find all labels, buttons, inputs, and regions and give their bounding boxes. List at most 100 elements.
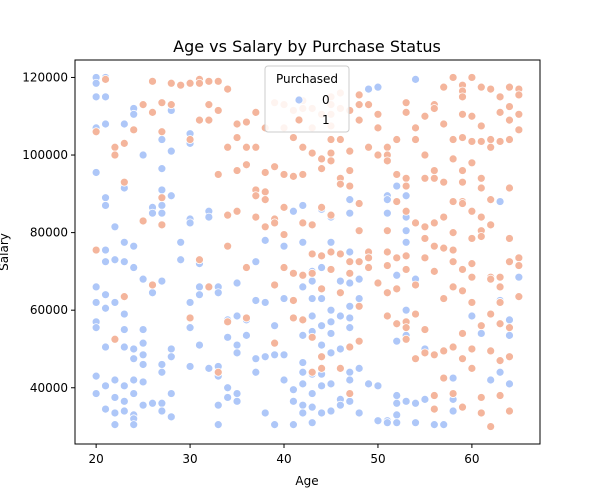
data-point-series-1 (307, 367, 317, 377)
data-point-series-1 (345, 257, 355, 267)
data-point-series-1 (392, 170, 402, 179)
data-point-series-0 (260, 352, 270, 362)
data-point-series-0 (101, 381, 110, 391)
data-point-series-1 (223, 241, 233, 251)
data-point-series-0 (411, 418, 420, 428)
x-tick-label: 40 (276, 452, 291, 466)
data-point-series-0 (260, 235, 270, 245)
data-point-series-1 (467, 344, 477, 354)
data-point-series-0 (345, 195, 355, 205)
data-point-series-0 (91, 323, 101, 333)
data-point-series-0 (505, 330, 514, 340)
data-point-series-1 (467, 73, 477, 82)
data-point-series-0 (298, 358, 308, 367)
data-point-series-0 (270, 350, 280, 360)
data-point-series-1 (382, 247, 392, 257)
data-point-series-0 (157, 406, 167, 416)
data-point-series-0 (129, 354, 139, 364)
data-point-series-1 (335, 288, 345, 298)
data-point-series-0 (392, 181, 402, 191)
data-point-series-1 (458, 177, 467, 187)
data-point-series-1 (317, 352, 326, 362)
data-point-series-0 (382, 208, 392, 218)
data-point-series-1 (486, 142, 496, 152)
data-point-series-1 (298, 270, 308, 280)
data-point-series-0 (354, 294, 364, 303)
data-point-series-0 (307, 276, 317, 286)
data-point-series-0 (298, 282, 308, 292)
data-point-series-1 (270, 218, 280, 228)
data-point-series-1 (448, 245, 458, 255)
data-point-series-0 (110, 420, 120, 430)
data-point-series-1 (476, 232, 486, 241)
data-point-series-0 (354, 274, 364, 284)
data-point-series-1 (439, 373, 449, 383)
chart-title: Age vs Salary by Purchase Status (173, 37, 441, 56)
data-point-series-1 (382, 311, 392, 321)
data-point-series-1 (429, 173, 439, 183)
data-point-series-0 (91, 371, 101, 381)
data-point-series-0 (157, 367, 167, 377)
data-point-series-1 (251, 191, 261, 201)
data-point-series-0 (345, 313, 355, 323)
data-point-series-0 (307, 418, 317, 428)
x-axis-label: Age (295, 474, 318, 488)
data-point-series-0 (279, 241, 289, 251)
data-point-series-1 (467, 363, 477, 373)
data-point-series-1 (429, 350, 439, 360)
data-point-series-1 (429, 104, 439, 113)
data-point-series-1 (364, 263, 373, 272)
data-point-series-0 (270, 321, 280, 331)
data-point-series-0 (223, 383, 233, 393)
data-point-series-1 (213, 106, 223, 115)
data-point-series-0 (157, 164, 167, 174)
data-point-series-0 (157, 208, 167, 218)
data-point-series-0 (411, 398, 420, 408)
data-point-series-1 (448, 389, 458, 398)
data-point-series-0 (326, 379, 336, 389)
data-point-series-1 (448, 228, 458, 238)
data-point-series-1 (251, 212, 261, 222)
data-point-series-1 (495, 282, 505, 292)
data-point-series-0 (317, 381, 326, 391)
y-tick-label: 120000 (22, 70, 68, 84)
data-point-series-0 (279, 350, 289, 360)
data-point-series-1 (514, 109, 524, 119)
data-point-series-0 (401, 237, 411, 247)
data-point-series-0 (448, 406, 458, 416)
data-point-series-1 (392, 253, 402, 263)
y-tick-label: 60000 (30, 303, 68, 317)
data-point-series-0 (476, 329, 486, 338)
data-point-series-1 (166, 78, 176, 88)
data-point-series-1 (467, 272, 477, 282)
data-point-series-0 (101, 92, 110, 102)
data-point-series-0 (364, 84, 373, 94)
data-point-series-0 (101, 342, 110, 352)
legend: Purchased 0 1 (264, 65, 350, 133)
data-point-series-1 (458, 329, 467, 338)
data-point-series-1 (279, 263, 289, 272)
data-point-series-1 (91, 245, 101, 255)
data-point-series-1 (505, 135, 514, 144)
data-point-series-1 (326, 265, 336, 274)
data-point-series-1 (495, 356, 505, 366)
data-point-series-0 (345, 247, 355, 257)
data-point-series-1 (505, 183, 514, 193)
data-point-series-0 (110, 393, 120, 402)
data-point-series-1 (345, 342, 355, 352)
data-point-series-1 (260, 195, 270, 205)
data-point-series-0 (166, 352, 176, 362)
data-point-series-1 (373, 109, 383, 119)
data-point-series-1 (345, 181, 355, 191)
data-point-series-1 (476, 137, 486, 146)
data-point-series-1 (213, 76, 223, 86)
data-point-series-0 (129, 375, 139, 385)
data-point-series-1 (505, 406, 514, 416)
data-point-series-1 (458, 265, 467, 274)
data-point-series-1 (505, 234, 514, 243)
data-point-series-1 (382, 156, 392, 166)
data-point-series-1 (354, 100, 364, 110)
data-point-series-1 (326, 156, 336, 166)
data-point-series-0 (91, 298, 101, 307)
data-point-series-0 (176, 237, 186, 247)
